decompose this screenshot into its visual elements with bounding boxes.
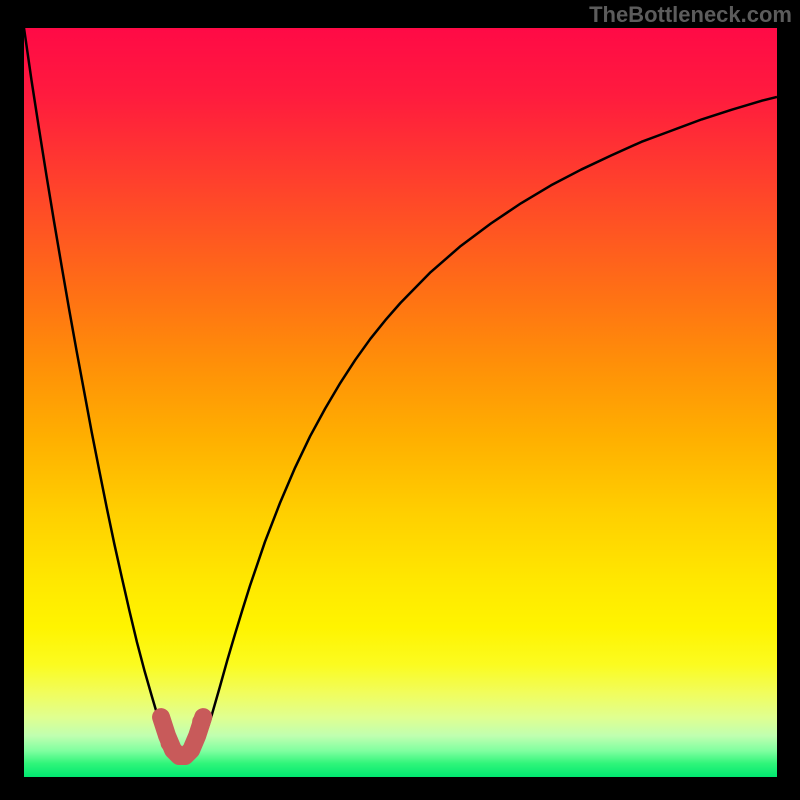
chart-svg (0, 0, 800, 800)
trough-dot (192, 714, 208, 730)
trough-dot (156, 719, 172, 735)
chart-stage: TheBottleneck.com (0, 0, 800, 800)
plot-background (24, 28, 777, 777)
attribution-label: TheBottleneck.com (589, 2, 792, 28)
trough-dot (161, 735, 177, 751)
